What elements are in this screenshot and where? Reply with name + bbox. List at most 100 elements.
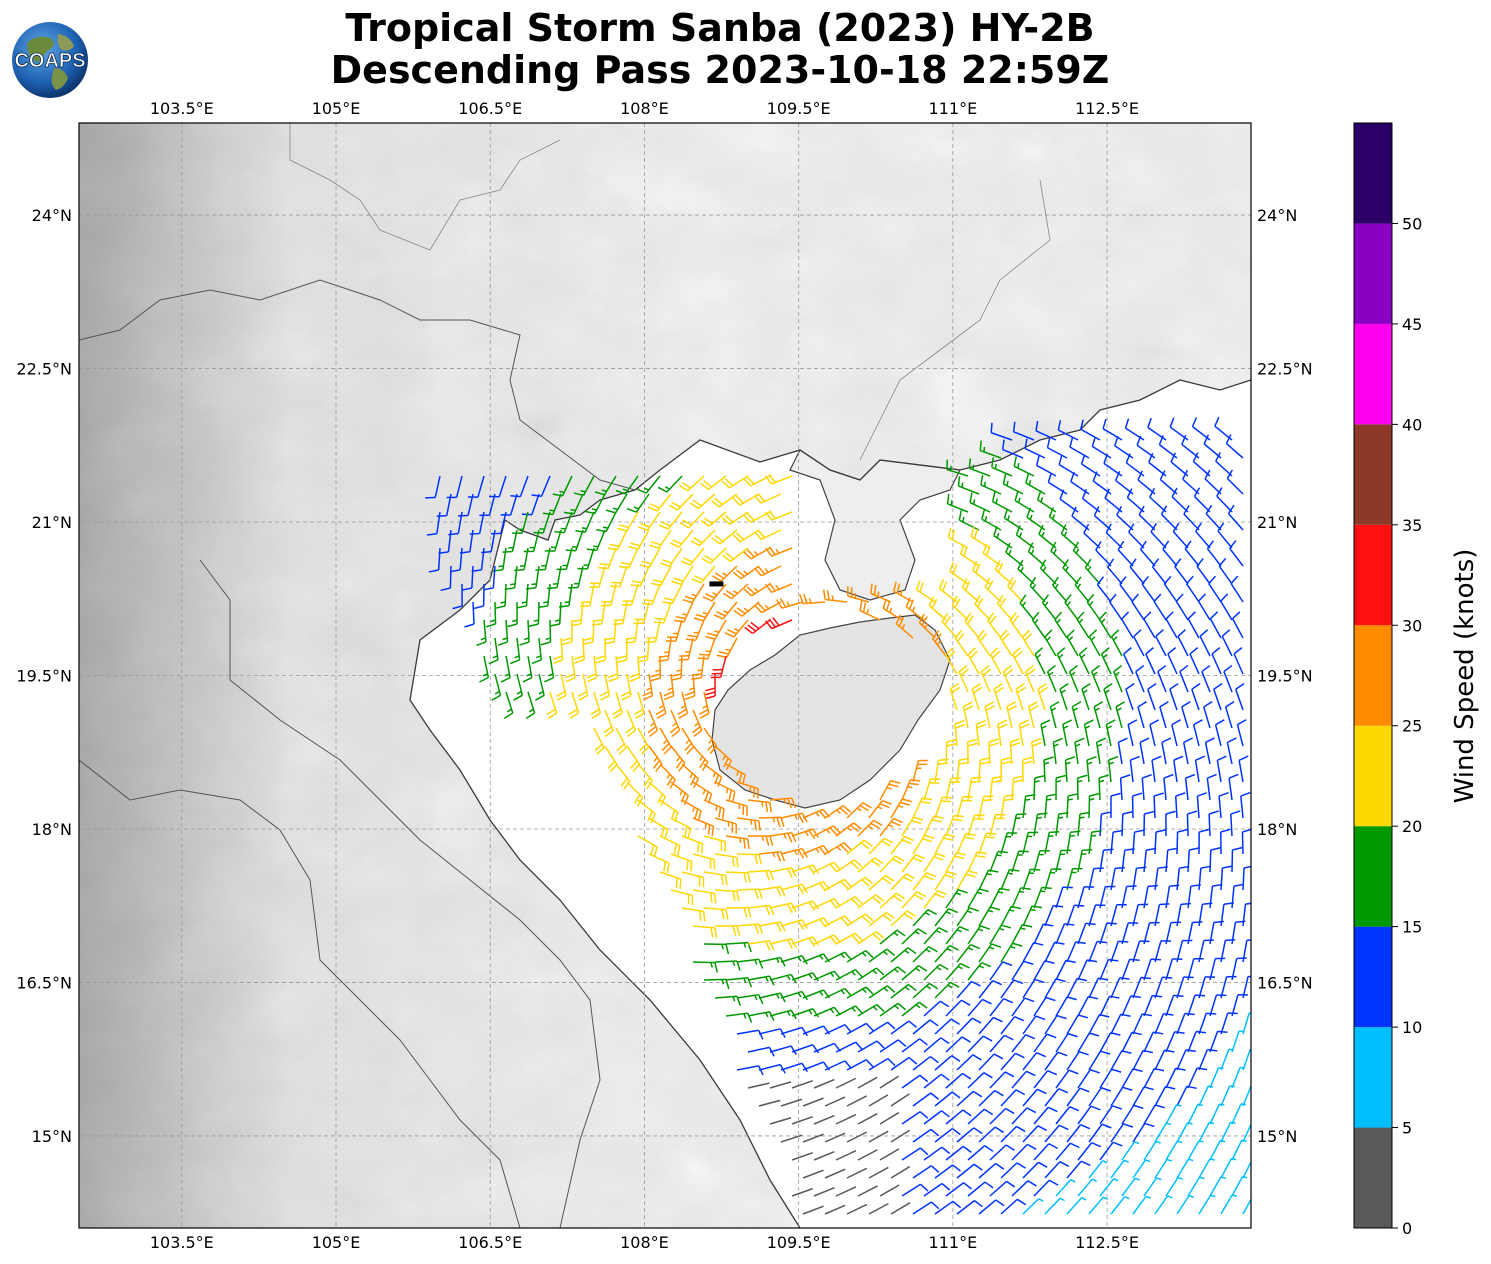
wind-barb: [1011, 1180, 1037, 1197]
wind-barb: [637, 835, 658, 857]
wind-barb: [1218, 791, 1229, 819]
wind-barb: [1198, 1121, 1215, 1143]
wind-barb: [999, 629, 1013, 657]
colorbar-bin-0: [1354, 1127, 1392, 1228]
wind-barb: [1077, 995, 1099, 1017]
wind-barb: [923, 1182, 951, 1197]
wind-barb: [1132, 1195, 1152, 1215]
wind-barb: [710, 493, 738, 508]
wind-barb: [1206, 540, 1222, 567]
wind-barb: [1077, 1032, 1100, 1053]
wind-barb: [425, 475, 441, 499]
wind-barb: [945, 889, 968, 909]
wind-barb: [1088, 1123, 1112, 1143]
wind-barb: [1240, 791, 1251, 819]
wind-barb: [1132, 1159, 1151, 1179]
wind-barb: [956, 980, 981, 999]
wind-barb: [846, 1131, 868, 1143]
wind-barb: [1002, 665, 1014, 693]
wind-barb: [1132, 1049, 1154, 1071]
wind-barb: [1081, 682, 1091, 711]
wind-barb: [625, 709, 637, 738]
wind-barb: [1099, 995, 1120, 1017]
wind-barb: [446, 475, 463, 499]
wind-barb: [1143, 1067, 1165, 1089]
lon-label-bottom: 112.5°E: [1075, 1233, 1139, 1252]
wind-barb: [1044, 868, 1062, 891]
wind-barb: [780, 990, 808, 1001]
wind-barb: [1033, 923, 1054, 945]
wind-barb: [461, 565, 474, 591]
wind-barb: [868, 948, 896, 963]
wind-barb: [1209, 1139, 1226, 1161]
wind-barb: [618, 547, 639, 569]
wind-barb: [868, 985, 896, 999]
wind-barb: [780, 1134, 803, 1143]
wind-barb: [1011, 1143, 1037, 1161]
wind-barb: [835, 968, 863, 981]
wind-barb: [1121, 1031, 1142, 1053]
wind-barb: [1198, 1012, 1217, 1035]
wind-barb: [736, 781, 759, 799]
wind-barb: [685, 619, 705, 642]
wind-barb: [1024, 438, 1046, 459]
wind-barb: [1143, 611, 1156, 639]
lat-label-left: 18°N: [32, 820, 72, 839]
wind-barb: [754, 529, 782, 541]
wind-barb: [1093, 506, 1112, 531]
wind-barb: [608, 655, 619, 683]
wind-barb: [1018, 719, 1030, 747]
wind-barb: [679, 511, 705, 529]
wind-barb: [1231, 883, 1244, 909]
wind-barb: [712, 565, 738, 582]
wind-barb: [835, 822, 862, 837]
wind-barb: [1086, 593, 1101, 621]
wind-barb: [1072, 541, 1090, 567]
wind-barb: [1198, 1048, 1218, 1071]
wind-barb: [956, 907, 980, 927]
wind-barb: [1066, 1196, 1087, 1215]
wind-barb: [1088, 1087, 1111, 1107]
wind-barb: [1077, 1142, 1102, 1161]
wind-barb: [857, 1185, 878, 1197]
wind-barb: [1022, 868, 1041, 891]
wind-barb: [1169, 682, 1179, 711]
wind-barb: [1066, 1014, 1089, 1035]
colorbar-tick-label: 15: [1402, 918, 1422, 937]
wind-barb: [1077, 922, 1096, 945]
wind-barb: [1121, 922, 1139, 945]
wind-barb: [697, 637, 716, 660]
wind-barb: [1058, 454, 1079, 477]
wind-barb: [1242, 1197, 1251, 1215]
wind-barb: [1209, 611, 1222, 639]
lon-label-top: 111°E: [929, 99, 978, 118]
wind-barb: [684, 673, 696, 700]
wind-barb: [1117, 540, 1134, 567]
wind-barb: [428, 547, 441, 573]
wind-barb: [1189, 647, 1200, 675]
wind-barb: [1220, 1121, 1236, 1143]
wind-barb: [1078, 647, 1090, 675]
wind-barb: [1138, 505, 1156, 531]
wind-barb: [1024, 664, 1036, 693]
wind-barb: [577, 673, 589, 701]
wind-barb: [978, 1016, 1003, 1035]
wind-barb: [680, 547, 705, 566]
wind-barb: [1141, 774, 1152, 801]
wind-barb: [1131, 792, 1143, 819]
wind-barb: [681, 763, 700, 788]
wind-barb: [725, 835, 750, 850]
wind-barb: [714, 925, 741, 936]
wind-barb: [780, 1062, 808, 1073]
wind-barb: [594, 475, 617, 496]
wind-barb: [980, 665, 992, 693]
wind-barb: [1055, 1069, 1079, 1089]
wind-barb: [678, 637, 694, 661]
wind-barb: [1119, 774, 1131, 801]
wind-barb: [1066, 977, 1088, 999]
wind-barb: [1143, 1177, 1162, 1197]
wind-barb: [1154, 1122, 1172, 1143]
wind-barb: [791, 1044, 820, 1054]
wind-barb: [945, 1145, 972, 1161]
wind-barb: [978, 1126, 1005, 1143]
